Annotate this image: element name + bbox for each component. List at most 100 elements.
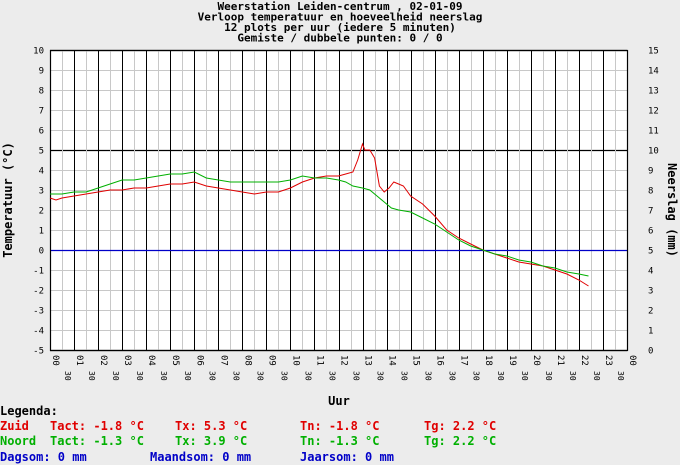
y-tick-label-left: 3 bbox=[39, 187, 44, 197]
y-tick-label-right: 3 bbox=[648, 287, 653, 297]
y-tick-label-left: 6 bbox=[39, 127, 44, 137]
x-tick-label-halfhour: 30 bbox=[279, 371, 288, 381]
legend-noord-tx: Tx: 3.9 °C bbox=[175, 434, 247, 448]
y-tick-label-right: 5 bbox=[648, 247, 653, 257]
y-tick-label-left: -4 bbox=[33, 327, 44, 337]
legend-zuid-name: Zuid bbox=[0, 419, 29, 433]
legend-maandsom: Maandsom: 0 mm bbox=[150, 450, 251, 464]
x-tick-label-halfhour: 30 bbox=[400, 371, 409, 381]
x-tick-label-hour: 13 bbox=[363, 355, 373, 366]
x-tick-label-hour: 00 bbox=[50, 355, 60, 366]
x-tick-label-halfhour: 30 bbox=[592, 371, 601, 381]
x-tick-label-halfhour: 30 bbox=[496, 371, 505, 381]
y-tick-label-right: 11 bbox=[648, 127, 659, 137]
x-axis-label: Uur bbox=[328, 394, 350, 408]
y-tick-label-right: 0 bbox=[648, 347, 653, 357]
legend-noord-tact: Tact: -1.3 °C bbox=[50, 434, 144, 448]
x-tick-label-halfhour: 30 bbox=[183, 371, 192, 381]
x-axis-ticks: 0030013002300330043005300630073008300930… bbox=[50, 355, 637, 381]
x-tick-label-hour: 10 bbox=[290, 355, 300, 366]
y-tick-label-right: 10 bbox=[648, 147, 659, 157]
legend-noord-tg: Tg: 2.2 °C bbox=[424, 434, 496, 448]
x-tick-label-hour: 16 bbox=[435, 355, 445, 366]
plot-background bbox=[50, 50, 627, 350]
x-tick-label-hour: 17 bbox=[459, 355, 469, 366]
x-tick-label-hour: 21 bbox=[555, 355, 565, 366]
y-tick-label-left: 8 bbox=[39, 87, 44, 97]
legend-zuid-tg: Tg: 2.2 °C bbox=[424, 419, 496, 433]
x-tick-label-halfhour: 30 bbox=[544, 371, 553, 381]
x-tick-label-hour: 03 bbox=[122, 355, 132, 366]
y-tick-label-right: 13 bbox=[648, 87, 659, 97]
x-tick-label-hour: 09 bbox=[266, 355, 276, 366]
y-tick-label-right: 6 bbox=[648, 227, 653, 237]
x-tick-label-hour: 06 bbox=[194, 355, 204, 366]
x-tick-label-hour: 05 bbox=[170, 355, 180, 366]
y-tick-label-right: 9 bbox=[648, 167, 653, 177]
legend-noord-tn: Tn: -1.3 °C bbox=[300, 434, 379, 448]
plot-area bbox=[50, 50, 627, 350]
y-tick-label-left: -3 bbox=[33, 307, 44, 317]
x-tick-label-halfhour: 30 bbox=[448, 371, 457, 381]
x-tick-label-halfhour: 30 bbox=[568, 371, 577, 381]
x-tick-label-hour: 02 bbox=[98, 355, 108, 366]
y-tick-label-left: 5 bbox=[39, 147, 44, 157]
y-tick-label-left: -2 bbox=[33, 287, 44, 297]
y-tick-label-left: -1 bbox=[33, 267, 44, 277]
y-tick-label-left: 9 bbox=[39, 67, 44, 77]
x-tick-label-halfhour: 30 bbox=[424, 371, 433, 381]
y-tick-label-left: 1 bbox=[39, 227, 44, 237]
legend-noord-name: Noord bbox=[0, 434, 36, 448]
y-tick-label-left: 7 bbox=[39, 107, 44, 117]
y-tick-label-left: 4 bbox=[39, 167, 44, 177]
legend-zuid-tn: Tn: -1.8 °C bbox=[300, 419, 379, 433]
legend-zuid-tact: Tact: -1.8 °C bbox=[50, 419, 144, 433]
x-tick-label-hour: 08 bbox=[242, 355, 252, 366]
y-tick-label-left: -5 bbox=[33, 347, 44, 357]
y-tick-label-right: 2 bbox=[648, 307, 653, 317]
y-tick-label-left: 10 bbox=[33, 47, 44, 57]
y-tick-label-right: 7 bbox=[648, 207, 653, 217]
x-tick-label-hour: 18 bbox=[483, 355, 493, 366]
y-axis-left-label: Temperatuur (°C) bbox=[1, 142, 15, 258]
legend-title: Legenda: bbox=[0, 404, 58, 418]
y-tick-label-right: 4 bbox=[648, 267, 653, 277]
x-tick-label-hour: 12 bbox=[339, 355, 349, 366]
x-tick-label-hour: 19 bbox=[507, 355, 517, 366]
x-tick-label-hour: 00 bbox=[627, 355, 637, 366]
x-tick-label-halfhour: 30 bbox=[63, 371, 72, 381]
x-tick-label-halfhour: 30 bbox=[135, 371, 144, 381]
x-tick-label-halfhour: 30 bbox=[472, 371, 481, 381]
x-tick-label-halfhour: 30 bbox=[327, 371, 336, 381]
legend-jaarsom: Jaarsom: 0 mm bbox=[300, 450, 394, 464]
x-tick-label-hour: 22 bbox=[579, 355, 589, 366]
x-tick-label-halfhour: 30 bbox=[520, 371, 529, 381]
legend-zuid-tx: Tx: 5.3 °C bbox=[175, 419, 247, 433]
x-tick-label-hour: 01 bbox=[74, 355, 84, 366]
x-tick-label-halfhour: 30 bbox=[159, 371, 168, 381]
y-tick-label-left: 0 bbox=[39, 247, 44, 257]
y-tick-label-left: 2 bbox=[39, 207, 44, 217]
y-tick-label-right: 8 bbox=[648, 187, 653, 197]
x-tick-label-hour: 11 bbox=[314, 355, 324, 366]
x-tick-label-halfhour: 30 bbox=[376, 371, 385, 381]
x-tick-label-halfhour: 30 bbox=[255, 371, 264, 381]
x-tick-label-halfhour: 30 bbox=[303, 371, 312, 381]
x-tick-label-halfhour: 30 bbox=[87, 371, 96, 381]
x-tick-label-halfhour: 30 bbox=[231, 371, 240, 381]
x-tick-label-hour: 15 bbox=[411, 355, 421, 366]
x-tick-label-hour: 14 bbox=[387, 355, 397, 366]
y-tick-label-right: 12 bbox=[648, 107, 659, 117]
x-tick-label-hour: 23 bbox=[603, 355, 613, 366]
x-tick-label-hour: 04 bbox=[146, 355, 156, 366]
y-axis-right-label: Neerslag (mm) bbox=[665, 163, 679, 257]
y-tick-label-right: 14 bbox=[648, 67, 659, 77]
x-tick-label-halfhour: 30 bbox=[352, 371, 361, 381]
y-axis-left-ticks: -5 -4 -3 -2 -1 0 1 2 3 4 5 6 7 8 9 10 bbox=[33, 47, 44, 357]
y-tick-label-right: 1 bbox=[648, 327, 653, 337]
chart-title: Weerstation Leiden-centrum , 02-01-09Ver… bbox=[198, 0, 483, 45]
x-tick-label-hour: 07 bbox=[218, 355, 228, 366]
x-tick-label-halfhour: 30 bbox=[207, 371, 216, 381]
chart-title-line: Gemiste / dubbele punten: 0 / 0 bbox=[237, 32, 442, 45]
